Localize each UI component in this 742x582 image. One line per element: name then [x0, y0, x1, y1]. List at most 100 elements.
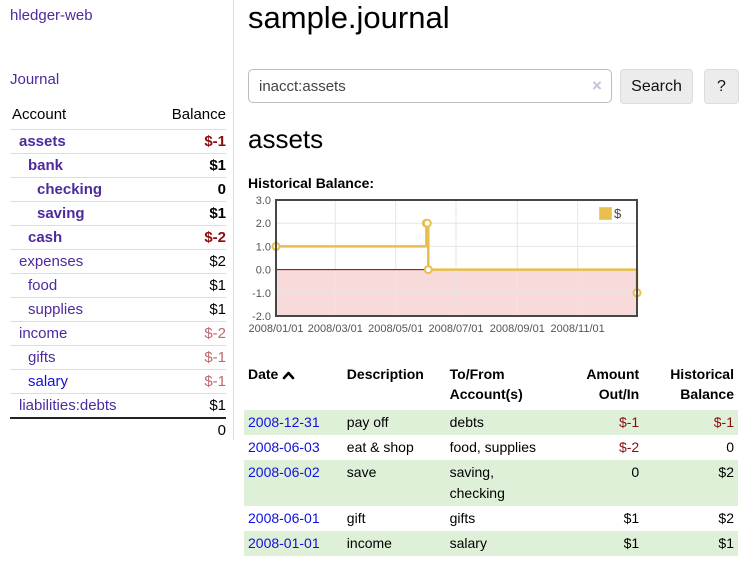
account-column-header: Account	[12, 106, 67, 123]
account-balance: $1	[151, 297, 226, 322]
account-link[interactable]: supplies	[28, 301, 84, 318]
account-row: gifts $-1	[10, 345, 226, 370]
transaction-accounts: salary	[449, 535, 487, 551]
svg-text:0.0: 0.0	[256, 265, 271, 277]
date-header-label: Date	[248, 366, 279, 382]
account-balance: $1	[151, 201, 226, 226]
account-balance: $-2	[151, 321, 226, 346]
account-link[interactable]: gifts	[28, 349, 56, 366]
account-balance: $2	[151, 249, 226, 274]
historical-balance-chart: 3.0 2.0 1.0 0.0 -1.0 -2.0 2008/01/01 2008/03/01…	[246, 196, 646, 342]
balance-column-header: Balance	[171, 106, 226, 123]
account-link[interactable]: salary	[28, 373, 69, 390]
account-heading: assets	[248, 124, 324, 154]
accounts-column-header[interactable]: To/From Account(s)	[449, 366, 523, 402]
transaction-amount: $-2	[618, 439, 640, 455]
account-row: income $-2	[10, 321, 226, 346]
app-brand-link[interactable]: hledger-web	[10, 7, 93, 24]
page-title: sample.journal	[248, 0, 450, 35]
svg-text:2008/07/01: 2008/07/01	[428, 323, 483, 335]
account-link[interactable]: cash	[28, 229, 63, 246]
transaction-balance: $-1	[713, 414, 734, 430]
account-link[interactable]: liabilities:debts	[19, 397, 117, 414]
transaction-accounts: debts	[449, 414, 484, 430]
account-link[interactable]: checking	[37, 181, 103, 198]
chart-title: Historical Balance:	[248, 175, 375, 191]
search-button[interactable]: Search	[620, 69, 693, 104]
transaction-balance: 0	[726, 439, 734, 455]
date-column-header[interactable]: Date	[244, 360, 343, 410]
accounts-total-row: 0	[10, 417, 226, 442]
account-row: supplies $1	[10, 297, 226, 322]
account-row: food $1	[10, 273, 226, 298]
account-link[interactable]: bank	[28, 157, 64, 174]
transaction-description: gift	[346, 510, 366, 526]
account-row: salary $-1	[10, 369, 226, 394]
register-row: 2008-06-01 gift gifts $1 $2	[244, 506, 738, 531]
transaction-description: save	[346, 464, 377, 480]
transaction-description: pay off	[346, 414, 389, 430]
transaction-date-cell: 2008-06-01	[244, 506, 343, 531]
svg-text:2008/01/01: 2008/01/01	[248, 323, 303, 335]
account-link[interactable]: saving	[37, 205, 85, 222]
svg-text:2.0: 2.0	[256, 218, 271, 230]
account-name-cell: bank	[10, 153, 152, 178]
account-row: bank $1	[10, 153, 226, 178]
account-name-cell: liabilities:debts	[10, 393, 152, 418]
transaction-date-link[interactable]: 2008-06-02	[248, 464, 320, 480]
transaction-date-cell: 2008-01-01	[244, 531, 343, 556]
accounts-table: Account Balance assets $-1 bank $1 check…	[10, 102, 226, 442]
account-balance: $1	[151, 153, 226, 178]
transaction-date-link[interactable]: 2008-12-31	[248, 414, 320, 430]
account-name-cell: supplies	[10, 297, 152, 322]
account-link[interactable]: expenses	[19, 253, 84, 270]
account-row: assets $-1	[10, 129, 226, 154]
transaction-date-cell: 2008-06-03	[244, 435, 343, 460]
register-header-row: Date Description To/From Account(s) Amou…	[244, 360, 738, 410]
account-row: liabilities:debts $1	[10, 393, 226, 418]
account-link[interactable]: income	[19, 325, 68, 342]
account-balance: $-2	[151, 225, 226, 250]
sidebar-item-journal[interactable]: Journal	[10, 71, 60, 88]
legend-swatch-icon	[599, 207, 612, 220]
transaction-date-cell: 2008-12-31	[244, 410, 343, 435]
search-clear-icon[interactable]: ×	[592, 76, 602, 95]
account-balance: $1	[151, 273, 226, 298]
accounts-total-spacer	[10, 417, 152, 442]
account-balance: $-1	[151, 369, 226, 394]
transaction-amount: 0	[631, 464, 640, 480]
legend-label: $	[614, 206, 622, 221]
svg-text:2008/03/01: 2008/03/01	[308, 323, 363, 335]
search-input[interactable]	[248, 69, 612, 103]
amount-column-header[interactable]: Amount Out/In	[586, 366, 640, 402]
help-button[interactable]: ?	[704, 69, 739, 104]
svg-text:2008/05/01: 2008/05/01	[368, 323, 423, 335]
account-row: expenses $2	[10, 249, 226, 274]
transaction-amount: $1	[623, 535, 640, 551]
transaction-date-link[interactable]: 2008-06-01	[248, 510, 320, 526]
account-name-cell: checking	[10, 177, 152, 202]
transaction-description: eat & shop	[346, 439, 414, 455]
sort-ascending-icon	[283, 371, 295, 380]
account-link[interactable]: food	[28, 277, 58, 294]
transaction-amount: $-1	[618, 414, 640, 430]
account-name-cell: income	[10, 321, 152, 346]
transaction-date-link[interactable]: 2008-01-01	[248, 535, 320, 551]
register-row: 2008-06-02 save saving, checking 0 $2	[244, 460, 738, 506]
svg-text:-1.0: -1.0	[252, 288, 271, 300]
balance-column-header[interactable]: Historical Balance	[670, 366, 734, 402]
transaction-date-cell: 2008-06-02	[244, 460, 343, 506]
transaction-date-link[interactable]: 2008-06-03	[248, 439, 320, 455]
svg-text:3.0: 3.0	[256, 196, 271, 207]
account-link[interactable]: assets	[19, 133, 66, 150]
description-column-header[interactable]: Description	[346, 366, 424, 382]
account-balance: 0	[151, 177, 226, 202]
transaction-accounts: food, supplies	[449, 439, 537, 455]
svg-text:-2.0: -2.0	[252, 311, 271, 323]
transaction-balance: $2	[718, 464, 734, 480]
chart-legend: $	[599, 206, 621, 221]
account-name-cell: assets	[10, 129, 152, 154]
accounts-table-header: Account Balance	[10, 102, 226, 130]
account-name-cell: saving	[10, 201, 152, 226]
